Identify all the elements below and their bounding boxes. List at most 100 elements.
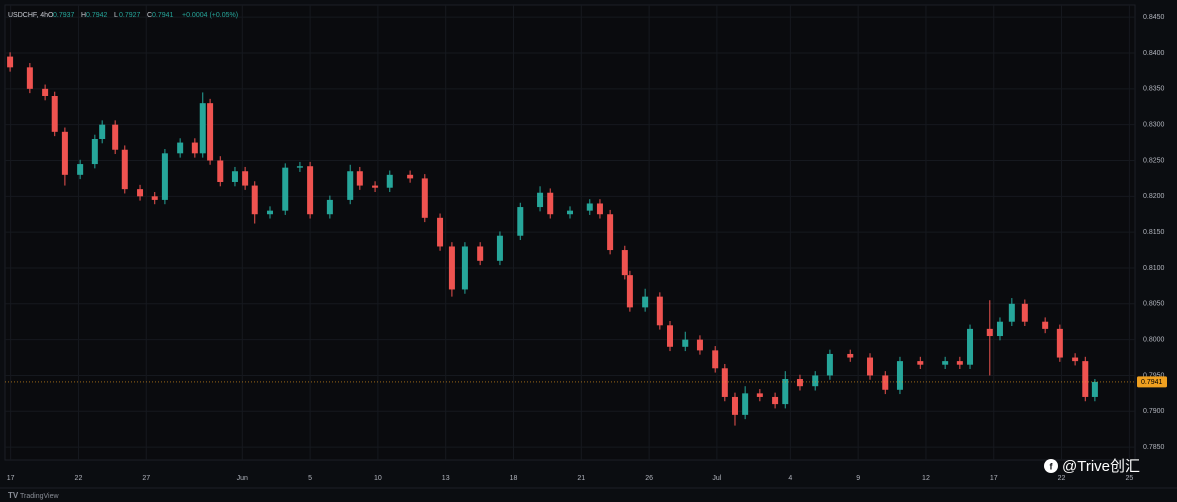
candle-body <box>812 375 819 387</box>
x-tick-label: 9 <box>856 475 860 482</box>
candle-body <box>731 396 738 415</box>
candle-body <box>547 192 554 215</box>
candle-body <box>386 174 393 188</box>
candle-body <box>477 246 484 261</box>
x-tick-label: 18 <box>510 475 518 482</box>
x-tick-label: 22 <box>75 475 83 482</box>
candle-body <box>782 379 789 405</box>
watermark: @Trive创汇 <box>1062 458 1140 475</box>
x-tick-label: 22 <box>1058 475 1066 482</box>
candle-body <box>199 103 206 154</box>
y-tick-label: 0.7900 <box>1143 408 1165 415</box>
candle-body <box>607 214 614 251</box>
candle-body <box>51 96 58 132</box>
legend-key: C <box>147 12 152 19</box>
candle-body <box>847 353 854 358</box>
candle-body <box>282 167 289 211</box>
y-tick-label: 0.8350 <box>1143 86 1165 93</box>
candle-body <box>656 296 663 326</box>
candle-body <box>7 56 14 68</box>
legend-key: O <box>48 12 54 19</box>
y-tick-label: 0.8250 <box>1143 157 1165 164</box>
brand-logo: TV <box>8 491 19 500</box>
candle-body <box>1042 321 1049 329</box>
candle-body <box>407 174 414 179</box>
candle-body <box>137 189 144 197</box>
candle-body <box>61 131 68 175</box>
candle-body <box>231 171 238 182</box>
y-tick-label: 0.7850 <box>1143 444 1165 451</box>
x-tick-label: 27 <box>142 475 150 482</box>
candle-body <box>91 138 98 165</box>
candle-body <box>996 321 1003 337</box>
candle-body <box>242 171 249 186</box>
candle-body <box>967 328 974 365</box>
candle-body <box>326 199 333 215</box>
candle-body <box>956 361 963 365</box>
candle-body <box>496 235 503 261</box>
candle-body <box>882 375 889 390</box>
facebook-glyph: f <box>1050 461 1054 471</box>
y-tick-label: 0.8150 <box>1143 229 1165 236</box>
legend-value: 0.7941 <box>152 12 174 19</box>
candle-body <box>586 203 593 211</box>
candle-body <box>867 357 874 376</box>
y-tick-label: 0.8000 <box>1143 336 1165 343</box>
legend-value: 0.7942 <box>86 12 108 19</box>
x-tick-label: 25 <box>1125 475 1133 482</box>
symbol: USDCHF, 4h <box>8 12 48 19</box>
candle-body <box>567 210 573 215</box>
candle-body <box>742 393 749 415</box>
candle-body <box>696 339 703 351</box>
candle-body <box>161 153 168 200</box>
candle-body <box>626 275 633 308</box>
x-tick-label: 5 <box>308 475 312 482</box>
candle-body <box>942 361 949 365</box>
candle-body <box>682 339 689 347</box>
candle-body <box>251 185 258 215</box>
y-tick-label: 0.8400 <box>1143 50 1165 57</box>
legend-value: 0.7937 <box>53 12 75 19</box>
legend-key: L <box>114 12 118 19</box>
candle-body <box>296 166 303 168</box>
brand: TradingView <box>20 493 59 500</box>
candle-body <box>151 196 158 200</box>
x-tick-label: 12 <box>922 475 930 482</box>
candle-body <box>372 185 379 188</box>
x-tick-label: 26 <box>645 475 653 482</box>
candle-body <box>99 124 106 139</box>
candle-body <box>756 393 763 397</box>
candle-body <box>112 124 119 150</box>
candle-body <box>1091 381 1098 397</box>
y-tick-label: 0.7950 <box>1143 372 1165 379</box>
candle-body <box>896 361 903 390</box>
candle-body <box>42 88 49 96</box>
candle-body <box>642 296 649 308</box>
y-tick-label: 0.8100 <box>1143 265 1165 272</box>
y-tick-label: 0.8300 <box>1143 122 1165 129</box>
x-tick-label: Jul <box>712 475 721 482</box>
last-price-tag <box>1137 376 1167 388</box>
candle-body <box>537 192 544 208</box>
facebook-icon <box>1044 459 1058 473</box>
candle-body <box>596 203 603 215</box>
candle-body <box>356 171 363 186</box>
x-tick-label: 17 <box>7 475 15 482</box>
candle-body <box>1056 328 1063 358</box>
candle-body <box>917 361 924 365</box>
candle-body <box>796 379 803 387</box>
legend-key: H <box>81 12 86 19</box>
candle-body <box>1021 303 1028 322</box>
candle-body <box>307 166 314 215</box>
x-tick-label: 4 <box>788 475 792 482</box>
x-tick-label: 21 <box>577 475 585 482</box>
candle-body <box>77 164 84 175</box>
candle-body <box>177 142 184 154</box>
candle-body <box>191 142 198 154</box>
candle-body <box>421 178 428 218</box>
y-tick-label: 0.8450 <box>1143 14 1165 21</box>
candle-body <box>667 325 674 347</box>
candle-body <box>207 103 214 161</box>
grid <box>5 5 1135 460</box>
candle-body <box>437 217 444 247</box>
